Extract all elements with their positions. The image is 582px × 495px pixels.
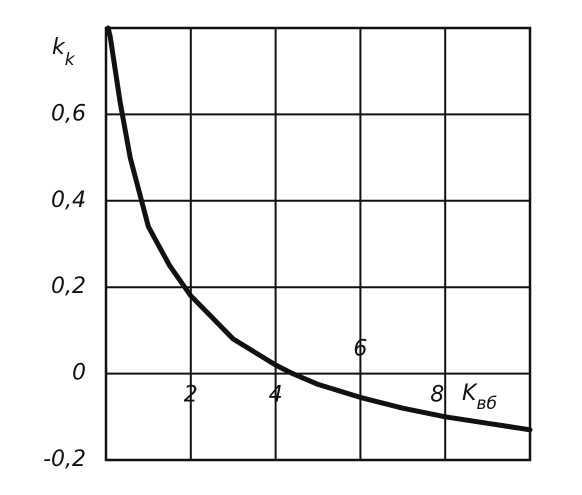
x-tick-label: 4 [269,383,283,408]
y-tick-label: 0 [72,361,86,386]
y-tick-label: 0,2 [51,274,86,299]
y-tick-label: 0,6 [51,101,86,126]
x-label-sub: вб [476,394,497,414]
y-tick-label: -0,2 [43,447,86,472]
x-tick-label: 2 [184,383,198,408]
x-tick-label: 6 [353,337,367,362]
curve [105,25,533,433]
x-axis-label: Kвб [462,381,497,414]
y-label-main: k [52,35,66,60]
y-tick-label: 0,4 [51,188,86,213]
y-label-sub: k [65,50,76,70]
x-tick-label: 8 [430,383,444,408]
y-axis-label: kk [52,35,76,70]
x-label-main: K [462,381,478,406]
